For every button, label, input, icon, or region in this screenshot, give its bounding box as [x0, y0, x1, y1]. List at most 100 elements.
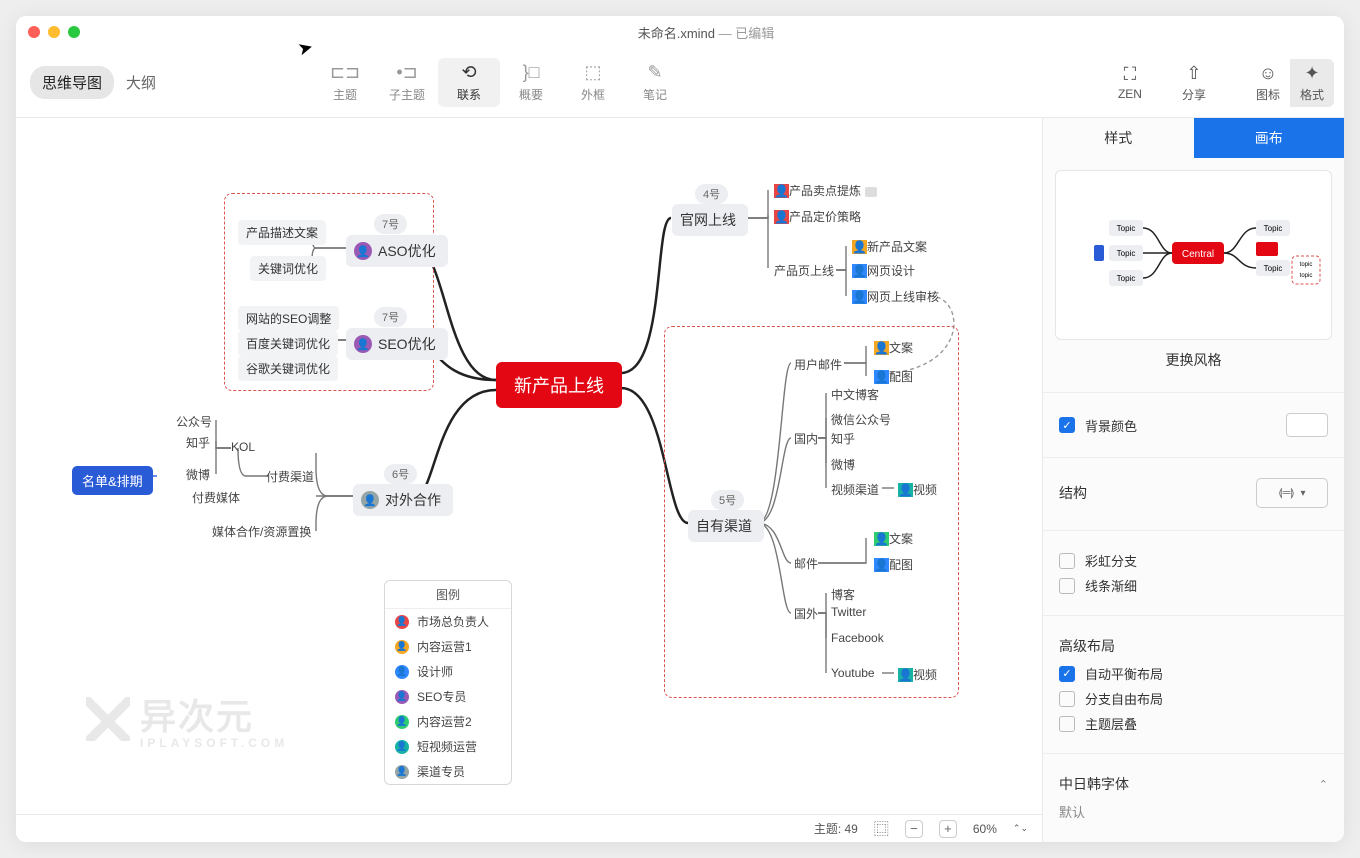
rainbow-checkbox[interactable] — [1059, 553, 1075, 569]
summary-icon: }□ — [523, 62, 540, 83]
leaf[interactable]: 👤网页设计 — [852, 262, 915, 279]
topic-button[interactable]: ⊏⊐主题 — [314, 58, 376, 107]
leaf[interactable]: 👤配图 — [874, 368, 913, 385]
topic-count-label: 主题: 49 — [814, 820, 858, 837]
node-seo[interactable]: 👤SEO优化 — [346, 328, 448, 360]
legend-panel[interactable]: 图例 👤市场总负责人 👤内容运营1 👤设计师 👤SEO专员 👤内容运营2 👤短视… — [384, 580, 512, 785]
leaf[interactable]: 👤文案 — [874, 339, 913, 356]
zoom-dropdown-icon[interactable]: ⌃⌄ — [1013, 823, 1028, 834]
leaf[interactable]: 国外 — [794, 605, 818, 622]
svg-text:Topic: Topic — [1116, 274, 1135, 283]
leaf[interactable]: 国内 — [794, 430, 818, 447]
zoom-in-button[interactable]: + — [939, 820, 957, 838]
zoom-out-button[interactable]: − — [905, 820, 923, 838]
leaf[interactable]: 邮件 — [794, 555, 818, 572]
leaf[interactable]: 知乎 — [186, 434, 210, 451]
style-preview[interactable]: Central Topic Topic Topic Topic Topic to… — [1055, 170, 1332, 340]
taper-checkbox[interactable] — [1059, 578, 1075, 594]
leaf[interactable]: 付费渠道 — [266, 468, 314, 485]
leaf[interactable]: 产品页上线 — [774, 262, 834, 279]
leaf[interactable]: Facebook — [831, 631, 884, 645]
leaf[interactable]: 微博 — [831, 456, 855, 473]
zen-button[interactable]: ⛶ZEN — [1118, 64, 1142, 101]
auto-balance-checkbox[interactable]: ✓ — [1059, 666, 1075, 682]
badge-aso: 7号 — [374, 214, 407, 234]
badge-official: 4号 — [695, 184, 728, 204]
structure-label: 结构 — [1059, 483, 1087, 503]
leaf[interactable]: 👤配图 — [874, 556, 913, 573]
leaf[interactable]: 关键词优化 — [250, 256, 326, 281]
leaf[interactable]: 付费媒体 — [192, 489, 240, 506]
leaf[interactable]: 👤新产品文案 — [852, 238, 927, 255]
boundary-button[interactable]: ⬚外框 — [562, 58, 624, 107]
svg-text:Topic: Topic — [1116, 224, 1135, 233]
badge-owned: 5号 — [711, 490, 744, 510]
summary-button[interactable]: }□概要 — [500, 58, 562, 107]
share-button[interactable]: ⇧分享 — [1182, 63, 1206, 103]
subtopic-button[interactable]: •⊐子主题 — [376, 58, 438, 107]
leaf[interactable]: 视频渠道 — [831, 481, 879, 498]
leaf[interactable]: 网站的SEO调整 — [238, 306, 339, 331]
leaf[interactable]: 👤产品定价策略 — [774, 208, 861, 225]
leaf[interactable]: 👤产品卖点提炼 — [774, 182, 877, 199]
bg-color-swatch[interactable] — [1286, 413, 1328, 437]
leaf[interactable]: 👤网页上线审核 — [852, 288, 939, 305]
leaf[interactable]: Twitter — [831, 605, 866, 619]
minimize-window-button[interactable] — [48, 26, 60, 38]
person-icon: 👤 — [354, 242, 372, 260]
person-icon: 👤 — [898, 483, 913, 497]
view-outline-button[interactable]: 大纲 — [114, 66, 168, 99]
leaf[interactable]: 微信公众号 — [831, 411, 891, 428]
note-icon: ✎ — [647, 62, 662, 83]
overlap-checkbox[interactable] — [1059, 716, 1075, 732]
node-owned[interactable]: 自有渠道 — [688, 510, 764, 542]
structure-selector[interactable]: ⟬═⟭ ▾ — [1256, 478, 1328, 508]
leaf[interactable]: 知乎 — [831, 430, 855, 447]
map-icon[interactable]: ⿴ — [874, 818, 889, 839]
close-window-button[interactable] — [28, 26, 40, 38]
font-default-select[interactable]: 默认 — [1059, 802, 1085, 821]
node-schedule[interactable]: 名单&排期 — [72, 466, 153, 495]
leaf[interactable]: 媒体合作/资源置换 — [212, 523, 311, 540]
leaf[interactable]: 公众号 — [176, 413, 212, 430]
panel-tab-style[interactable]: 样式 — [1043, 118, 1194, 158]
leaf[interactable]: KOL — [231, 440, 255, 454]
legend-row: 👤短视频运营 — [385, 734, 511, 759]
format-panel-button[interactable]: ✦格式 — [1290, 59, 1334, 107]
panel-tab-canvas[interactable]: 画布 — [1194, 118, 1345, 158]
person-icon: 👤 — [774, 184, 789, 198]
bg-color-label: 背景颜色 — [1085, 416, 1137, 435]
change-style-button[interactable]: 更换风格 — [1055, 340, 1332, 380]
leaf[interactable]: 百度关键词优化 — [238, 331, 338, 356]
relation-icon: ⟲ — [461, 62, 476, 83]
leaf[interactable]: 👤视频 — [898, 666, 937, 683]
leaf[interactable]: 用户邮件 — [794, 356, 842, 373]
node-center[interactable]: 新产品上线 — [496, 362, 622, 408]
mindmap-canvas[interactable]: 新产品上线 7号 👤ASO优化 产品描述文案 关键词优化 7号 👤SEO优化 网… — [16, 118, 1042, 842]
leaf[interactable]: 👤视频 — [898, 481, 937, 498]
person-icon: 👤 — [852, 240, 867, 254]
node-official[interactable]: 官网上线 — [672, 204, 748, 236]
person-icon: 👤 — [361, 491, 379, 509]
legend-title: 图例 — [385, 581, 511, 609]
person-icon: 👤 — [898, 668, 913, 682]
leaf[interactable]: 👤文案 — [874, 530, 913, 547]
node-coop[interactable]: 👤对外合作 — [353, 484, 453, 516]
view-mindmap-button[interactable]: 思维导图 — [30, 66, 114, 99]
zoom-level[interactable]: 60% — [973, 822, 997, 836]
leaf[interactable]: 产品描述文案 — [238, 220, 326, 245]
person-icon: 👤 — [354, 335, 372, 353]
bg-color-checkbox[interactable]: ✓ — [1059, 417, 1075, 433]
note-button[interactable]: ✎笔记 — [624, 58, 686, 107]
leaf[interactable]: 微博 — [186, 466, 210, 483]
svg-text:Topic: Topic — [1116, 249, 1135, 258]
leaf[interactable]: 博客 — [831, 586, 855, 603]
leaf[interactable]: Youtube — [831, 666, 875, 680]
leaf[interactable]: 中文博客 — [831, 386, 879, 403]
free-branch-checkbox[interactable] — [1059, 691, 1075, 707]
node-aso[interactable]: 👤ASO优化 — [346, 235, 448, 267]
maximize-window-button[interactable] — [68, 26, 80, 38]
icon-panel-button[interactable]: ☺图标 — [1246, 59, 1290, 107]
relation-button[interactable]: ⟲联系 — [438, 58, 500, 107]
leaf[interactable]: 谷歌关键词优化 — [238, 356, 338, 381]
